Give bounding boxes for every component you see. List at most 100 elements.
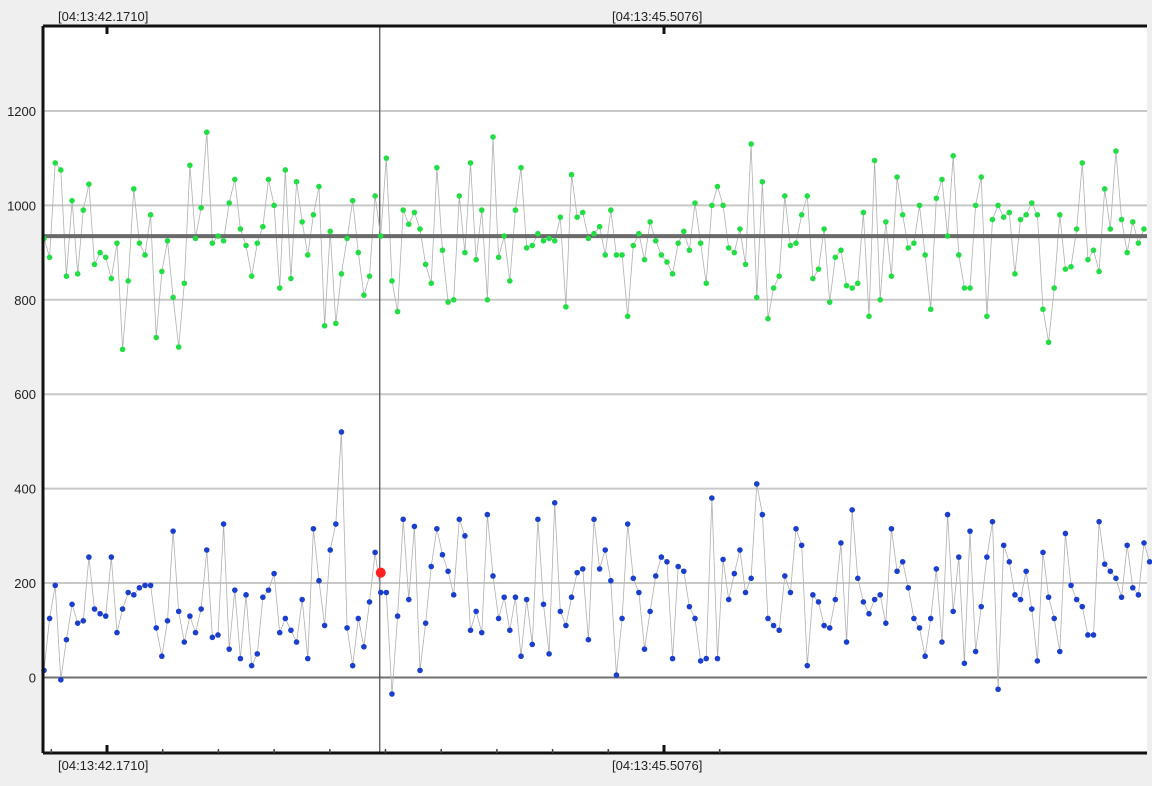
series-upper-point <box>1023 212 1029 218</box>
series-lower-point <box>1000 542 1007 549</box>
series-lower-point <box>641 646 648 652</box>
series-upper-point <box>389 278 395 284</box>
series-upper-point <box>147 212 154 218</box>
series-lower-point <box>91 606 98 612</box>
series-lower-point <box>366 599 373 605</box>
series-upper-point <box>714 183 721 190</box>
series-upper-point <box>1040 306 1046 313</box>
series-upper-point <box>692 200 698 206</box>
series-upper-point <box>58 167 64 173</box>
series-upper-point <box>411 209 418 216</box>
series-upper-point <box>439 247 446 254</box>
series-upper-point <box>798 212 805 218</box>
series-lower-point <box>1107 568 1114 575</box>
series-lower-point <box>832 596 839 603</box>
series-upper-point <box>1051 285 1058 291</box>
series-upper-point <box>1090 247 1097 254</box>
time-label-bottom-cursor: [04:13:45.5076] <box>612 758 702 773</box>
series-upper-point <box>680 228 687 235</box>
series-upper-point <box>523 245 530 251</box>
series-lower-point <box>984 554 990 560</box>
series-upper-point <box>1118 216 1125 223</box>
series-lower-point <box>333 521 339 527</box>
series-upper-point <box>130 186 137 192</box>
series-lower-point <box>753 481 760 487</box>
series-lower-point <box>636 589 642 596</box>
series-lower-point <box>108 554 115 560</box>
series-upper-point <box>563 304 569 310</box>
series-upper-point <box>591 230 597 237</box>
series-lower-point <box>759 511 766 518</box>
series-lower-point <box>596 566 603 572</box>
series-upper-point <box>232 176 238 183</box>
series-lower-point <box>1113 575 1119 582</box>
series-lower-point <box>810 592 816 598</box>
series-upper-point <box>955 252 962 258</box>
series-upper-point <box>192 235 199 242</box>
series-lower-point <box>232 587 238 593</box>
y-tick-label: 0 <box>29 670 36 685</box>
series-lower-point <box>838 540 844 546</box>
series-lower-point <box>102 613 109 619</box>
series-upper-point <box>753 294 760 301</box>
series-upper-point <box>490 134 496 140</box>
series-lower-point <box>1062 530 1069 537</box>
series-lower-point <box>153 625 160 631</box>
series-lower-point <box>316 577 322 584</box>
series-upper-point <box>922 252 928 258</box>
series-upper-point <box>815 266 822 272</box>
series-upper-point <box>136 240 143 246</box>
series-upper-point <box>636 230 642 237</box>
series-upper-point <box>725 245 732 251</box>
series-lower-point <box>248 662 255 669</box>
series-lower-point <box>675 563 681 570</box>
series-lower-point <box>669 655 676 662</box>
series-upper-point <box>349 197 356 204</box>
series-upper-point <box>422 261 429 268</box>
series-upper-point <box>950 153 956 159</box>
series-upper-point <box>1101 186 1108 192</box>
series-upper-point <box>80 207 87 213</box>
series-lower-point <box>130 592 137 598</box>
series-lower-point <box>557 608 564 615</box>
series-lower-point <box>338 429 345 435</box>
series-upper-point <box>658 252 665 258</box>
series-lower-point <box>916 625 923 631</box>
series-upper-point <box>484 297 491 303</box>
series-lower-point <box>439 551 446 558</box>
series-upper-point <box>579 209 586 216</box>
series-lower-point <box>871 596 878 603</box>
series-lower-point <box>142 582 148 589</box>
series-lower-point <box>804 662 811 669</box>
series-lower-point <box>535 516 541 523</box>
series-upper-point <box>529 242 536 249</box>
series-upper-point <box>1017 216 1024 223</box>
series-upper-point <box>641 256 648 263</box>
series-upper-point <box>456 193 463 199</box>
series-upper-point <box>361 292 367 298</box>
series-lower-point <box>1073 596 1080 603</box>
series-upper-point <box>316 183 322 190</box>
series-lower-point <box>630 575 637 582</box>
series-upper-point <box>866 313 872 320</box>
series-lower-point <box>720 556 726 563</box>
series-upper-point <box>434 164 440 171</box>
series-lower-point <box>624 521 631 527</box>
y-tick-label: 400 <box>14 482 36 497</box>
series-lower-point <box>220 521 227 527</box>
series-lower-point <box>405 596 412 603</box>
series-upper-point <box>1135 240 1142 246</box>
series-upper-point <box>52 160 59 166</box>
series-upper-point <box>462 249 468 256</box>
series-lower-point <box>467 627 474 634</box>
series-lower-point <box>658 554 665 560</box>
series-lower-point <box>97 610 103 617</box>
series-lower-point <box>293 639 300 645</box>
series-lower-point <box>119 606 126 612</box>
series-lower-point <box>815 599 822 605</box>
series-upper-point <box>310 212 317 218</box>
series-upper-point <box>810 275 816 282</box>
series-upper-point <box>428 280 435 287</box>
series-upper-point <box>159 268 165 275</box>
series-upper-point <box>664 259 670 265</box>
